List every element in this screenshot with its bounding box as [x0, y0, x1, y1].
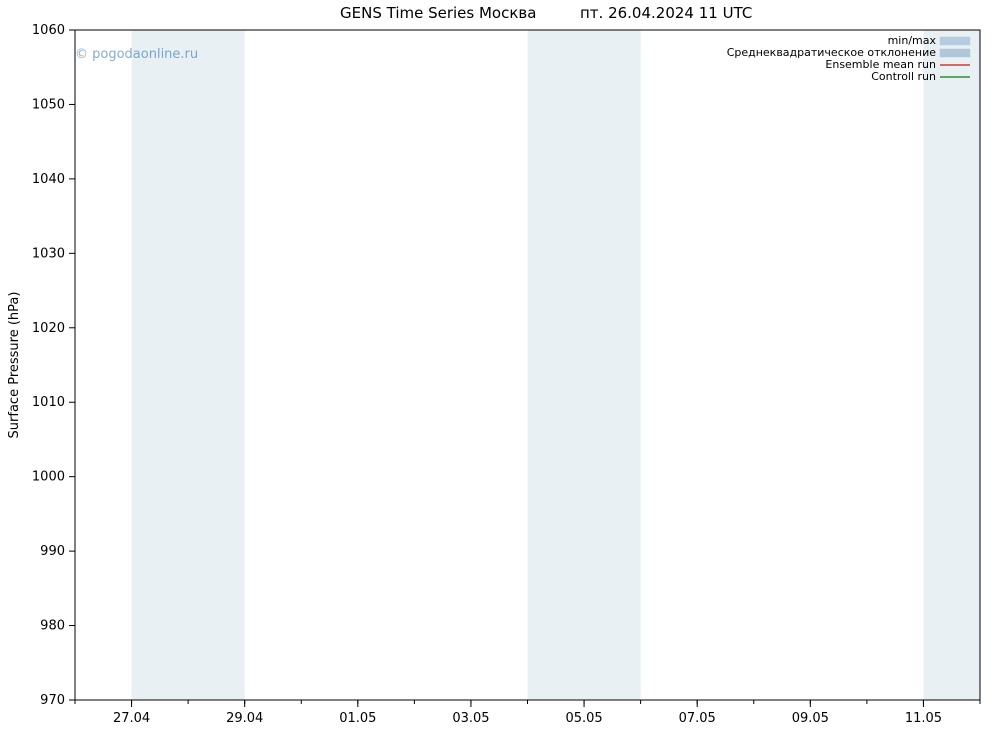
yaxis-label: Surface Pressure (hPa)	[7, 292, 22, 439]
ytick-label: 1030	[32, 246, 65, 261]
ytick-label: 1020	[32, 321, 65, 336]
xtick-label: 05.05	[565, 711, 602, 726]
weekend-band	[132, 30, 245, 700]
weekend-band	[923, 30, 980, 700]
xtick-label: 09.05	[792, 711, 829, 726]
watermark: © pogodaonline.ru	[75, 47, 198, 62]
xtick-label: 07.05	[679, 711, 716, 726]
xtick-label: 01.05	[339, 711, 376, 726]
ytick-label: 1040	[32, 172, 65, 187]
chart-svg: 970 980 990 1000 1010 1020 1030 1040 1050 1060 Sur…	[0, 0, 1000, 733]
xtick-label: 03.05	[452, 711, 489, 726]
legend-label: Controll run	[871, 70, 936, 83]
surface-pressure-chart: 970 980 990 1000 1010 1020 1030 1040 1050 1060 Sur…	[0, 0, 1000, 733]
ytick-label: 1010	[32, 395, 65, 410]
xtick-label: 29.04	[226, 711, 263, 726]
legend-swatch	[940, 37, 970, 45]
ytick-label: 990	[40, 544, 65, 559]
ytick-label: 1000	[32, 470, 65, 485]
ytick-label: 1060	[32, 23, 65, 38]
chart-title-left: GENS Time Series Москва	[340, 4, 536, 22]
chart-title-right: пт. 26.04.2024 11 UTC	[580, 4, 752, 22]
ytick-label: 1050	[32, 97, 65, 112]
ytick-label: 980	[40, 619, 65, 634]
legend-swatch	[940, 49, 970, 57]
xtick-label: 27.04	[113, 711, 150, 726]
xtick-label: 11.05	[905, 711, 942, 726]
weekend-band	[528, 30, 641, 700]
ytick-label: 970	[40, 693, 65, 708]
